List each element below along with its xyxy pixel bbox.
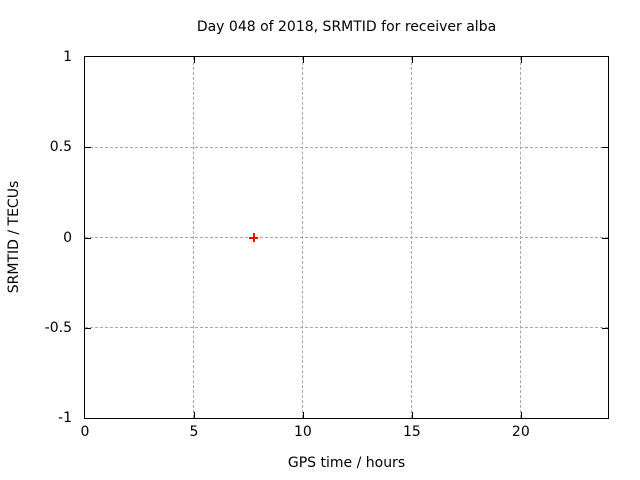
data-point-marker [252, 233, 255, 242]
x-tick-mark [302, 57, 304, 63]
x-tick-mark [302, 412, 304, 418]
gridline-horizontal [85, 146, 608, 148]
y-tick-label: 1 [63, 49, 72, 65]
x-tick-label: 10 [293, 424, 312, 440]
y-tick-mark [602, 327, 608, 329]
x-tick-mark [411, 57, 413, 63]
y-tick-mark [602, 237, 608, 239]
x-tick-label: 15 [402, 424, 421, 440]
y-tick-label: -1 [58, 410, 72, 426]
plot-area [84, 56, 609, 419]
x-tick-label: 20 [511, 424, 530, 440]
x-axis-label: GPS time / hours [287, 455, 406, 471]
x-tick-mark [193, 57, 195, 63]
y-tick-label: 0.5 [49, 139, 72, 156]
y-tick-label: -0.5 [44, 319, 72, 336]
x-tick-mark [411, 412, 413, 418]
x-tick-mark [193, 412, 195, 418]
y-tick-mark [602, 147, 608, 149]
y-tick-mark [85, 147, 91, 149]
y-tick-label: 0 [63, 229, 72, 246]
gridline-horizontal [85, 237, 608, 238]
y-tick-mark [85, 237, 91, 239]
x-tick-mark [520, 412, 522, 418]
chart-title: Day 048 of 2018, SRMTID for receiver alb… [196, 19, 497, 35]
gridline-horizontal [85, 327, 608, 329]
y-tick-mark [85, 327, 91, 329]
x-tick-label: 5 [189, 424, 199, 440]
x-tick-label: 0 [80, 424, 90, 440]
x-tick-mark [520, 57, 522, 63]
